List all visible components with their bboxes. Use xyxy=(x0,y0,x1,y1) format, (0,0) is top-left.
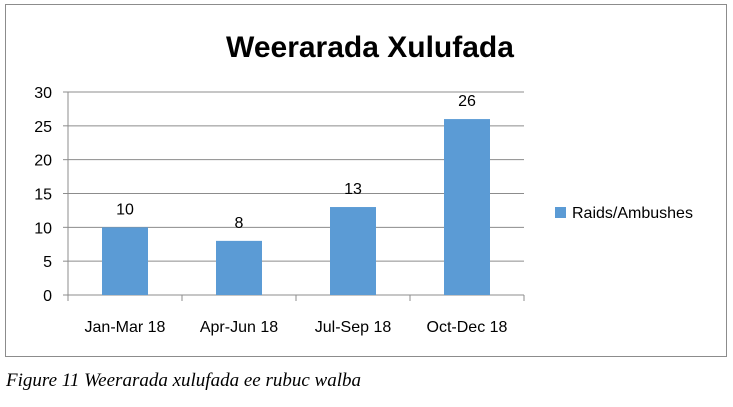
y-tick-label: 20 xyxy=(34,153,52,170)
bar-Jul-Sep 18 xyxy=(330,207,376,295)
legend-label: Raids/Ambushes xyxy=(572,205,693,222)
legend: Raids/Ambushes xyxy=(555,205,693,222)
chart-frame xyxy=(5,4,727,357)
chart-title: Weerarada Xulufada xyxy=(226,31,514,64)
y-tick-label: 0 xyxy=(43,288,52,305)
data-label: 8 xyxy=(235,215,244,232)
y-tick-label: 15 xyxy=(34,187,52,204)
bars xyxy=(102,119,490,295)
y-tick-label: 5 xyxy=(43,254,52,271)
y-tick-label: 10 xyxy=(34,220,52,237)
x-tick-label: Jan-Mar 18 xyxy=(85,319,166,336)
x-tick-label: Jul-Sep 18 xyxy=(315,319,392,336)
data-label: 26 xyxy=(458,93,476,110)
legend-swatch xyxy=(555,207,566,218)
bar-Apr-Jun 18 xyxy=(216,240,262,295)
x-tick-label: Oct-Dec 18 xyxy=(427,319,508,336)
x-tick-label: Apr-Jun 18 xyxy=(200,319,278,336)
bar-Jan-Mar 18 xyxy=(102,227,148,295)
figure-caption: Figure 11 Weerarada xulufada ee rubuc wa… xyxy=(6,370,361,391)
data-label: 13 xyxy=(344,181,362,198)
y-tick-label: 25 xyxy=(34,119,52,136)
labels: 0 5 10 15 20 25 30 10 Jan-Mar 18 8 Apr-Jun 18 13 Jul… xyxy=(34,85,507,336)
y-tick-label: 30 xyxy=(34,85,52,102)
bar-Oct-Dec 18 xyxy=(444,119,490,295)
data-label: 10 xyxy=(116,201,134,218)
bar-chart: Weerarada Xulufada 0 5 10 15 20 25 30 10 Jan-Mar… xyxy=(34,31,693,336)
